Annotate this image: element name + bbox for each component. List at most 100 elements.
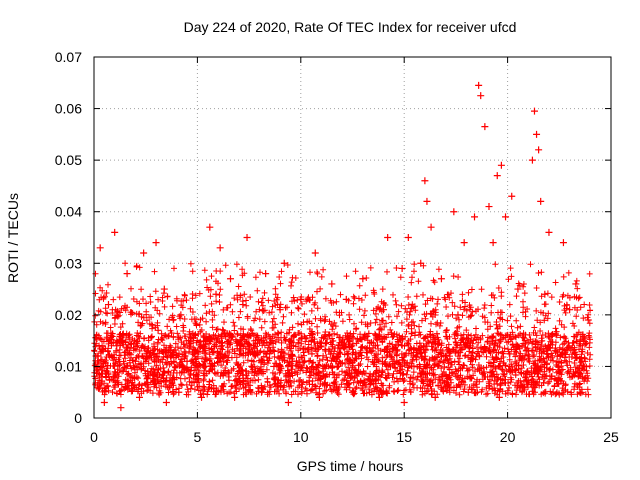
data-point bbox=[464, 388, 472, 396]
x-tick-label: 0 bbox=[90, 429, 98, 445]
data-point bbox=[427, 223, 435, 231]
data-point bbox=[442, 352, 450, 360]
data-point bbox=[584, 316, 592, 324]
data-point bbox=[322, 347, 330, 355]
y-tick-label: 0 bbox=[74, 410, 82, 426]
y-tick-label: 0.02 bbox=[55, 307, 82, 323]
data-points bbox=[91, 81, 594, 412]
data-point bbox=[305, 357, 313, 365]
data-point bbox=[177, 311, 185, 319]
data-point bbox=[235, 368, 243, 376]
x-tick-label: 15 bbox=[396, 429, 412, 445]
data-point bbox=[559, 239, 567, 247]
data-point bbox=[258, 388, 266, 396]
data-point bbox=[576, 388, 584, 396]
x-tick-label: 10 bbox=[293, 429, 309, 445]
data-point bbox=[334, 362, 342, 370]
data-point bbox=[96, 244, 104, 252]
data-point bbox=[183, 357, 191, 365]
data-point bbox=[530, 107, 538, 115]
data-point bbox=[454, 311, 462, 319]
data-point bbox=[514, 285, 522, 293]
data-point bbox=[404, 234, 412, 241]
data-point bbox=[398, 264, 406, 272]
data-point bbox=[140, 249, 148, 257]
data-point bbox=[280, 259, 288, 267]
data-point bbox=[450, 208, 458, 216]
data-point bbox=[243, 234, 251, 241]
data-point bbox=[276, 306, 284, 314]
y-tick-label: 0.04 bbox=[55, 204, 82, 220]
x-tick-label: 20 bbox=[500, 429, 516, 445]
data-point bbox=[566, 306, 574, 314]
plot-axes bbox=[93, 56, 612, 419]
data-point bbox=[100, 399, 108, 407]
data-point bbox=[413, 347, 421, 355]
y-tick-label: 0.05 bbox=[55, 152, 82, 168]
data-point bbox=[495, 393, 503, 401]
data-point bbox=[371, 342, 379, 350]
data-point bbox=[297, 295, 305, 303]
data-point bbox=[380, 306, 388, 314]
data-point bbox=[522, 347, 530, 355]
data-point bbox=[231, 393, 239, 401]
data-point bbox=[167, 352, 175, 360]
data-point bbox=[460, 239, 468, 247]
data-point bbox=[533, 130, 541, 138]
data-point bbox=[528, 156, 536, 164]
data-point bbox=[537, 197, 545, 205]
data-point bbox=[123, 270, 131, 278]
data-point bbox=[220, 352, 228, 360]
data-point bbox=[198, 393, 206, 401]
data-point bbox=[328, 280, 336, 288]
data-point bbox=[355, 352, 363, 360]
data-point bbox=[477, 92, 485, 100]
data-point bbox=[162, 399, 170, 407]
data-point bbox=[390, 357, 398, 365]
y-tick-label: 0.06 bbox=[55, 101, 82, 117]
data-point bbox=[497, 161, 505, 169]
data-point bbox=[262, 270, 270, 278]
data-point bbox=[446, 383, 454, 391]
data-point bbox=[437, 275, 445, 283]
data-point bbox=[154, 326, 162, 334]
data-point bbox=[284, 399, 292, 407]
data-point bbox=[508, 192, 516, 200]
data-point bbox=[384, 234, 392, 241]
data-point bbox=[578, 357, 586, 365]
data-point bbox=[466, 342, 474, 350]
data-point bbox=[226, 275, 234, 283]
data-point bbox=[289, 352, 297, 360]
data-point bbox=[94, 352, 102, 360]
data-point bbox=[502, 213, 510, 221]
data-point bbox=[481, 123, 489, 131]
axis-ticks: 0 5 10 15 20 25 0 0.01 0.02 0.03 0.04 0.05 0.06 0.07 bbox=[55, 49, 619, 445]
data-point bbox=[113, 342, 121, 350]
data-point bbox=[417, 259, 425, 267]
data-point bbox=[131, 357, 139, 365]
y-tick-label: 0.03 bbox=[55, 255, 82, 271]
y-axis-label: ROTI / TECUs bbox=[5, 193, 21, 283]
data-point bbox=[375, 393, 383, 401]
data-point bbox=[202, 362, 210, 370]
x-axis-label: GPS time / hours bbox=[297, 458, 404, 474]
data-point bbox=[342, 295, 350, 303]
data-point bbox=[431, 393, 439, 401]
data-point bbox=[541, 290, 549, 298]
data-point bbox=[518, 383, 526, 391]
data-point bbox=[421, 177, 429, 185]
x-tick-label: 25 bbox=[603, 429, 619, 445]
data-point bbox=[553, 352, 561, 360]
data-point bbox=[144, 368, 152, 376]
data-point bbox=[135, 393, 143, 401]
data-point bbox=[216, 244, 224, 252]
data-point bbox=[239, 301, 247, 309]
data-point bbox=[315, 393, 323, 401]
data-point bbox=[191, 331, 199, 339]
data-point bbox=[489, 239, 497, 247]
data-point bbox=[545, 228, 553, 236]
data-point bbox=[212, 290, 220, 298]
data-point bbox=[311, 249, 319, 257]
data-point bbox=[572, 280, 580, 288]
